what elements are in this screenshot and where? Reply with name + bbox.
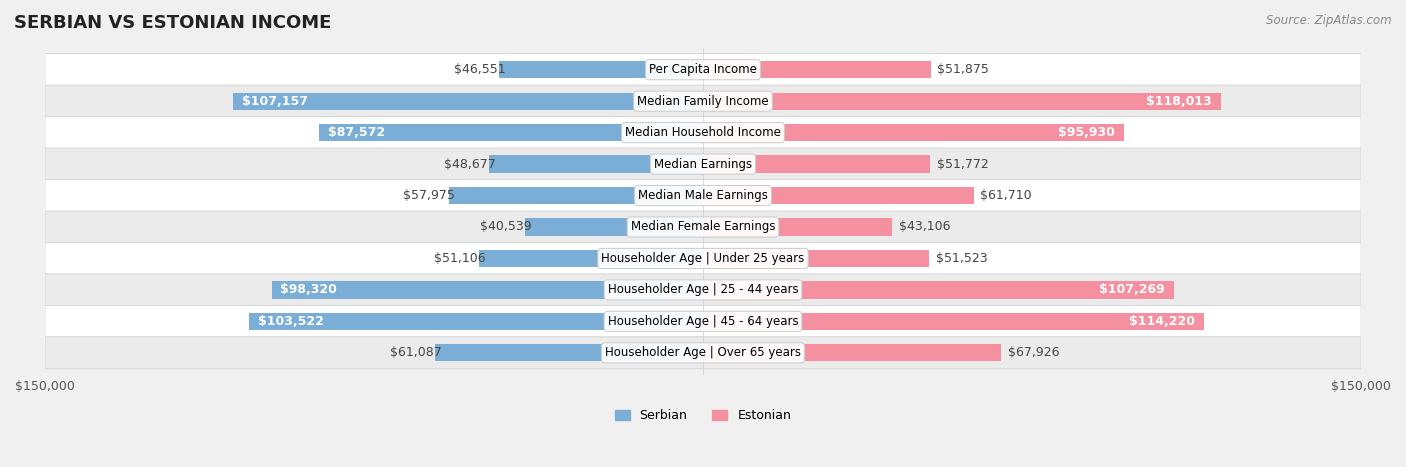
FancyBboxPatch shape (45, 54, 1361, 86)
Bar (499, 61, 703, 78)
Bar (479, 250, 703, 267)
FancyBboxPatch shape (45, 337, 1361, 369)
Bar (703, 281, 1174, 298)
Bar (703, 313, 1204, 330)
Bar (526, 219, 703, 236)
Bar (703, 344, 1001, 361)
FancyBboxPatch shape (45, 117, 1361, 149)
Text: $43,106: $43,106 (898, 220, 950, 234)
Bar (703, 219, 893, 236)
Bar (319, 124, 703, 142)
Text: $51,875: $51,875 (938, 63, 988, 76)
Text: $107,269: $107,269 (1099, 283, 1164, 297)
Bar (703, 187, 974, 204)
FancyBboxPatch shape (45, 211, 1361, 243)
Bar (449, 187, 703, 204)
Text: Householder Age | 25 - 44 years: Householder Age | 25 - 44 years (607, 283, 799, 297)
Text: Per Capita Income: Per Capita Income (650, 63, 756, 76)
Text: Median Household Income: Median Household Income (626, 126, 780, 139)
Text: $51,772: $51,772 (936, 157, 988, 170)
Bar (249, 313, 703, 330)
FancyBboxPatch shape (45, 242, 1361, 275)
FancyBboxPatch shape (45, 85, 1361, 117)
Text: $61,087: $61,087 (389, 347, 441, 359)
Text: Median Male Earnings: Median Male Earnings (638, 189, 768, 202)
FancyBboxPatch shape (45, 148, 1361, 180)
Text: $98,320: $98,320 (280, 283, 337, 297)
Text: $61,710: $61,710 (980, 189, 1032, 202)
Text: $57,975: $57,975 (404, 189, 456, 202)
Text: $48,677: $48,677 (444, 157, 496, 170)
Bar (703, 156, 931, 173)
Text: Median Earnings: Median Earnings (654, 157, 752, 170)
Text: $103,522: $103,522 (257, 315, 323, 328)
Text: Householder Age | 45 - 64 years: Householder Age | 45 - 64 years (607, 315, 799, 328)
FancyBboxPatch shape (45, 274, 1361, 306)
Text: Median Family Income: Median Family Income (637, 95, 769, 108)
Text: $51,106: $51,106 (433, 252, 485, 265)
Text: $51,523: $51,523 (935, 252, 987, 265)
Text: Householder Age | Over 65 years: Householder Age | Over 65 years (605, 347, 801, 359)
Bar (233, 92, 703, 110)
Text: $118,013: $118,013 (1146, 95, 1212, 108)
Bar (703, 61, 931, 78)
Legend: Serbian, Estonian: Serbian, Estonian (610, 404, 796, 427)
Text: Source: ZipAtlas.com: Source: ZipAtlas.com (1267, 14, 1392, 27)
Text: $40,539: $40,539 (479, 220, 531, 234)
Bar (271, 281, 703, 298)
Bar (703, 124, 1123, 142)
Bar (489, 156, 703, 173)
Text: $67,926: $67,926 (1008, 347, 1059, 359)
Text: $87,572: $87,572 (328, 126, 385, 139)
FancyBboxPatch shape (45, 305, 1361, 338)
Bar (703, 92, 1220, 110)
FancyBboxPatch shape (45, 179, 1361, 212)
Text: $95,930: $95,930 (1059, 126, 1115, 139)
Text: $114,220: $114,220 (1129, 315, 1195, 328)
Text: Median Female Earnings: Median Female Earnings (631, 220, 775, 234)
Text: SERBIAN VS ESTONIAN INCOME: SERBIAN VS ESTONIAN INCOME (14, 14, 332, 32)
Text: $46,551: $46,551 (454, 63, 505, 76)
Text: Householder Age | Under 25 years: Householder Age | Under 25 years (602, 252, 804, 265)
Bar (434, 344, 703, 361)
Text: $107,157: $107,157 (242, 95, 308, 108)
Bar (703, 250, 929, 267)
